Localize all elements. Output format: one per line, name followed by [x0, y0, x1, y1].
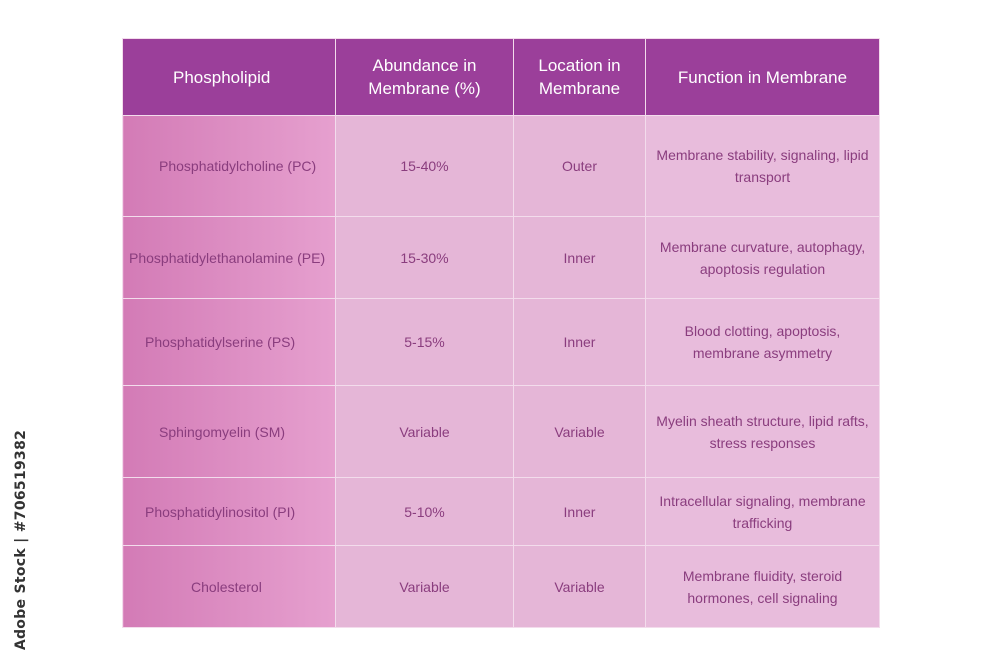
header-phospholipid: Phospholipid	[122, 38, 336, 116]
function-cell: Membrane stability, signaling, lipid tra…	[645, 115, 880, 217]
phospholipid-name: Phosphatidylethanolamine (PE)	[129, 249, 326, 266]
table-row: Phosphatidylserine (PS) 5-15% Inner Bloo…	[122, 298, 880, 386]
phospholipid-name: Phosphatidylserine (PS)	[145, 334, 296, 350]
table-row: Cholesterol Variable Variable Membrane f…	[122, 545, 880, 628]
phospholipid-name-cell: Phosphatidylcholine (PC)	[122, 115, 336, 217]
phospholipid-name: Phosphatidylinositol (PI)	[145, 503, 296, 520]
phospholipid-name-cell: Cholesterol	[122, 545, 336, 628]
phospholipid-name: Cholesterol	[191, 578, 262, 595]
abundance-cell: 15-30%	[335, 216, 514, 299]
function-cell: Membrane curvature, autophagy, apoptosis…	[645, 216, 880, 299]
abundance-cell: 5-10%	[335, 477, 514, 546]
phospholipid-name-cell: Sphingomyelin (SM)	[122, 385, 336, 478]
table-row: Phosphatidylethanolamine (PE) 15-30% Inn…	[122, 216, 880, 299]
phospholipid-name: Phosphatidylcholine (PC)	[159, 158, 317, 174]
table-header: Phospholipid Abundance in Membrane (%) L…	[122, 38, 880, 116]
phospholipid-name: Sphingomyelin (SM)	[159, 423, 286, 440]
abundance-cell: 5-15%	[335, 298, 514, 386]
function-cell: Membrane fluidity, steroid hormones, cel…	[645, 545, 880, 628]
phospholipid-table: Phospholipid Abundance in Membrane (%) L…	[122, 38, 880, 628]
abundance-cell: Variable	[335, 545, 514, 628]
header-location: Location in Membrane	[513, 38, 646, 116]
table-row: Sphingomyelin (SM) Variable Variable Mye…	[122, 385, 880, 478]
phospholipid-name-cell: Phosphatidylserine (PS)	[122, 298, 336, 386]
abundance-cell: Variable	[335, 385, 514, 478]
location-cell: Inner	[513, 298, 646, 386]
location-cell: Variable	[513, 385, 646, 478]
location-cell: Variable	[513, 545, 646, 628]
table-body: Phosphatidylcholine (PC) 15-40% Outer Me…	[122, 115, 880, 628]
phospholipid-name-cell: Phosphatidylinositol (PI)	[122, 477, 336, 546]
function-cell: Blood clotting, apoptosis, membrane asym…	[645, 298, 880, 386]
header-row: Phospholipid Abundance in Membrane (%) L…	[122, 38, 880, 116]
phospholipid-name-cell: Phosphatidylethanolamine (PE)	[122, 216, 336, 299]
header-abundance: Abundance in Membrane (%)	[335, 38, 514, 116]
abundance-cell: 15-40%	[335, 115, 514, 217]
stock-id-text: Adobe Stock | #706519382	[13, 429, 29, 651]
location-cell: Outer	[513, 115, 646, 217]
table-row: Phosphatidylcholine (PC) 15-40% Outer Me…	[122, 115, 880, 217]
function-cell: Myelin sheath structure, lipid rafts, st…	[645, 385, 880, 478]
location-cell: Inner	[513, 216, 646, 299]
header-function: Function in Membrane	[645, 38, 880, 116]
function-cell: Intracellular signaling, membrane traffi…	[645, 477, 880, 546]
table-row: Phosphatidylinositol (PI) 5-10% Inner In…	[122, 477, 880, 546]
stock-id-label: Adobe Stock | #706519382	[8, 430, 34, 650]
location-cell: Inner	[513, 477, 646, 546]
